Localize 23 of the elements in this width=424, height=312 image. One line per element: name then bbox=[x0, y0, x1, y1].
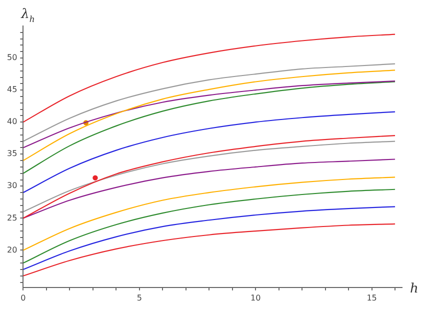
y-tick-label: 45 bbox=[6, 85, 18, 94]
line-series bbox=[23, 188, 396, 264]
line-series bbox=[23, 111, 396, 194]
line-series bbox=[23, 81, 396, 174]
y-tick-label: 50 bbox=[6, 53, 18, 62]
line-series bbox=[23, 63, 396, 142]
line-series bbox=[23, 34, 396, 123]
y-tick-label: 25 bbox=[6, 213, 18, 222]
y-tick-label: 35 bbox=[6, 149, 18, 158]
y-tick-label: 40 bbox=[6, 117, 18, 126]
y-tick-label: 30 bbox=[6, 181, 18, 190]
x-tick-label: 0 bbox=[20, 293, 26, 302]
x-tick-label: 15 bbox=[366, 293, 377, 302]
line-series bbox=[23, 80, 396, 148]
line-series bbox=[23, 206, 396, 270]
x-tick-label: 10 bbox=[250, 293, 261, 302]
line-series bbox=[23, 176, 396, 251]
line-series bbox=[23, 70, 396, 162]
line-series bbox=[23, 223, 396, 276]
x-axis-title: h bbox=[410, 281, 418, 296]
y-tick-label: 20 bbox=[6, 245, 18, 254]
line-series bbox=[23, 158, 396, 219]
x-tick-label: 5 bbox=[136, 293, 142, 302]
